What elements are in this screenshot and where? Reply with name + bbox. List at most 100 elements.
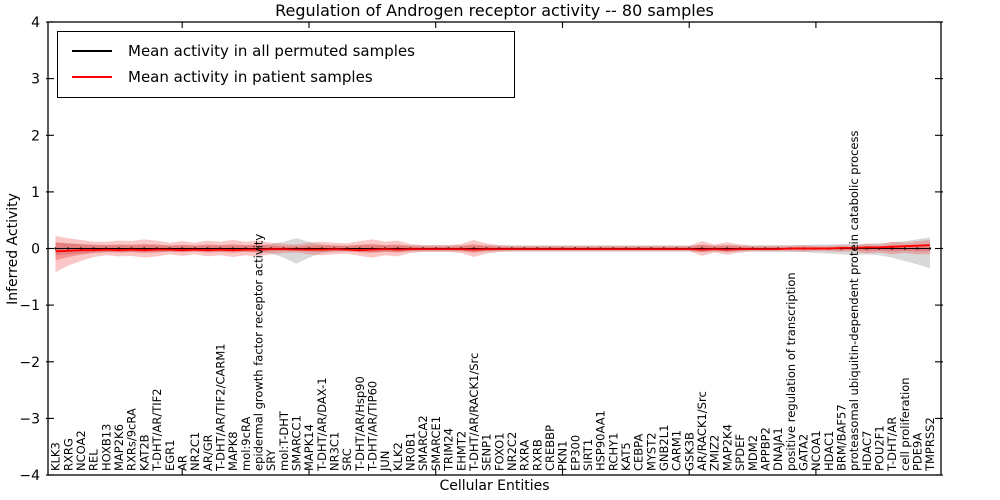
x-tick-label: SMARCE1 <box>429 416 443 471</box>
data-point-marker <box>903 247 906 250</box>
permuted-line-swatch <box>72 50 112 52</box>
data-point-marker <box>928 247 932 250</box>
x-tick-label: BRM/BAF57 <box>835 404 849 471</box>
x-tick-label: JUN <box>378 451 392 472</box>
x-tick-label: CEBPA <box>632 434 646 471</box>
legend-label-permuted: Mean activity in all permuted samples <box>128 42 415 60</box>
legend-label-patient: Mean activity in patient samples <box>128 68 373 86</box>
x-tick-label: CARM1 <box>670 430 684 471</box>
x-tick-label: RXRs/9cRA <box>125 408 139 471</box>
x-tick-label: T-DHT/AR/TIF2/CARM1 <box>214 343 228 472</box>
x-tick-label: AR <box>175 455 189 471</box>
data-point-marker <box>117 247 121 250</box>
x-tick-label: T-DHT/AR/RACK1/Src <box>467 353 481 472</box>
x-tick-label: RXRA <box>518 440 532 471</box>
x-tick-label: T-DHT/AR/TIF2 <box>150 388 164 472</box>
x-tick-label: KLK3 <box>49 442 63 471</box>
data-point-marker <box>54 247 57 250</box>
data-point-marker <box>231 247 235 250</box>
x-tick-label: SMARCA2 <box>416 415 430 471</box>
patient-spread-band-inner <box>55 242 930 261</box>
x-tick-label: SMARCC1 <box>290 415 304 471</box>
x-tick-label: RCHY1 <box>606 433 620 471</box>
y-tick-label: 0 <box>31 242 40 258</box>
x-tick-label: ZMIZ2 <box>708 435 722 471</box>
x-tick-label: HOXB13 <box>99 424 113 471</box>
x-tick-label: RXRB <box>530 439 544 471</box>
x-tick-label: EP300 <box>568 435 582 471</box>
x-tick-label: NR2C1 <box>188 432 202 471</box>
x-tick-label: mol:T-DHT <box>277 410 291 471</box>
patient-spread-band-outer <box>55 236 930 273</box>
data-point-marker <box>916 247 919 250</box>
x-tick-label: HSP90AA1 <box>594 410 608 471</box>
y-axis-label: Inferred Activity <box>5 193 21 305</box>
x-tick-label: MAPK14 <box>302 424 316 471</box>
data-point-marker <box>206 247 209 250</box>
x-tick-label: RXRG <box>61 438 75 471</box>
data-point-marker <box>143 247 146 250</box>
legend-item-permuted: Mean activity in all permuted samples <box>58 38 514 64</box>
data-point-marker <box>79 247 82 250</box>
y-tick-label: −1 <box>19 298 40 314</box>
x-tick-label: NR0B1 <box>404 432 418 471</box>
x-tick-label: GNB2L1 <box>657 425 671 471</box>
x-tick-label: SRY <box>264 448 278 471</box>
x-tick-label: GATA2 <box>797 434 811 471</box>
x-tick-label: TRIM24 <box>442 428 456 472</box>
x-tick-label: T-DHT/AR <box>885 417 899 472</box>
x-tick-label: KLK2 <box>391 442 405 471</box>
x-tick-label: NR2C2 <box>505 432 519 471</box>
y-tick-label: 2 <box>31 128 40 144</box>
y-tick-label: −2 <box>19 355 40 371</box>
x-tick-label: NCOA2 <box>74 430 88 471</box>
x-tick-label: AR/GR <box>201 434 215 471</box>
x-tick-label: CREBBP <box>543 425 557 471</box>
x-tick-label: SPDEF <box>733 434 747 471</box>
patient-line-swatch <box>72 76 112 78</box>
x-axis-ticks <box>181 22 817 475</box>
y-axis-ticks <box>46 21 943 476</box>
permuted-spread-band <box>55 237 930 269</box>
x-tick-label: TMPRSS2 <box>923 417 937 472</box>
x-tick-label: MYST2 <box>644 432 658 471</box>
x-tick-label: proteasomal ubiquitin-dependent protein … <box>847 130 861 471</box>
y-tick-label: 3 <box>31 72 40 88</box>
patient-mean-line <box>55 244 931 253</box>
x-tick-label: HDAC1 <box>822 431 836 471</box>
x-tick-label: SIRT1 <box>581 439 595 471</box>
x-tick-label: POU2F1 <box>873 425 887 471</box>
y-tick-label: 4 <box>31 15 40 31</box>
x-tick-label: T-DHT/AR/Hsp90 <box>353 376 367 472</box>
x-tick-label: FOXO1 <box>492 433 506 471</box>
y-tick-label: 1 <box>31 185 40 201</box>
x-tick-label: NR3C1 <box>328 432 342 471</box>
y-tick-labels: 4 3 2 1 0 −1 −2 −3 −4 <box>19 15 40 484</box>
x-tick-label: cell proliferation <box>898 377 912 471</box>
x-tick-label: PKN1 <box>556 441 570 471</box>
x-tick-label: T-DHT/AR/DAX-1 <box>315 377 329 472</box>
x-tick-label: KAT5 <box>619 442 633 471</box>
y-tick-label: −3 <box>19 411 40 427</box>
x-tick-label: GSK3B <box>682 432 696 471</box>
data-point-marker <box>358 247 361 250</box>
x-tick-label: SENP1 <box>480 434 494 471</box>
x-tick-label: MDM2 <box>746 435 760 471</box>
data-point-marker <box>67 247 70 250</box>
x-tick-label: NCOA1 <box>809 430 823 471</box>
legend: Mean activity in all permuted samples Me… <box>57 31 515 98</box>
data-point-marker <box>890 247 894 250</box>
x-tick-labels: KLK3RXRGNCOA2RELHOXB13MAP2K6RXRs/9cRAKAT… <box>49 130 938 472</box>
x-axis-label: Cellular Entities <box>439 478 550 494</box>
y-tick-label: −4 <box>19 468 40 484</box>
x-tick-label: PDE9A <box>911 433 925 471</box>
x-tick-label: MAP2K6 <box>112 424 126 471</box>
data-point-marker <box>92 247 95 250</box>
x-tick-label: EHMT2 <box>454 431 468 471</box>
x-tick-label: EGR1 <box>163 440 177 472</box>
x-tick-label: KAT2B <box>137 434 151 471</box>
x-tick-label: SRC <box>340 448 354 471</box>
x-tick-label: mol:9cRA <box>239 417 253 471</box>
